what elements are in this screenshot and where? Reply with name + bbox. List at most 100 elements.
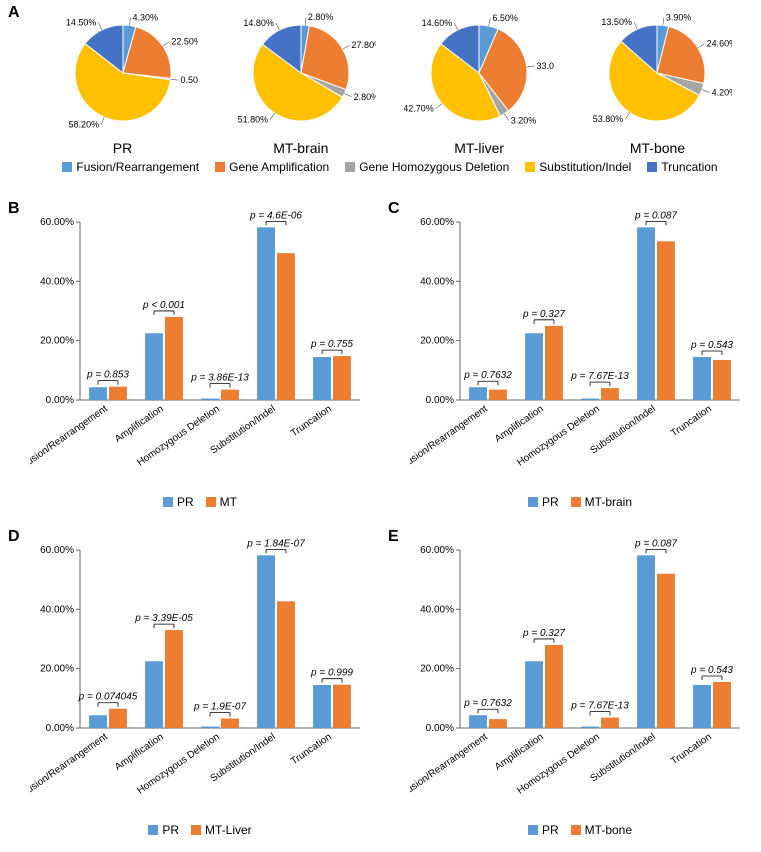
p-value-label: p = 7.67E-13 — [570, 701, 629, 712]
pie-mt-bone: 3.90%24.60%4.20%53.80%13.50%MT-bone — [575, 8, 740, 156]
x-tick-label: Truncation — [669, 731, 714, 767]
pie-pr: 4.30%22.50%0.50%58.20%14.50%PR — [40, 8, 205, 156]
legend-item-truncation: Truncation — [647, 160, 717, 174]
y-tick-label: 0.00% — [426, 723, 454, 734]
y-tick-label: 20.00% — [420, 664, 454, 675]
y-tick-label: 0.00% — [426, 395, 454, 406]
bar-pr — [145, 333, 163, 400]
legend-item: MT — [206, 495, 237, 509]
legend-item-subindel: Substitution/Indel — [525, 160, 631, 174]
bar-mt — [489, 719, 507, 728]
bar-pr — [693, 685, 711, 728]
y-tick-label: 20.00% — [420, 336, 454, 347]
y-tick-label: 60.00% — [420, 217, 454, 228]
y-tick-label: 40.00% — [420, 604, 454, 615]
legend-swatch — [528, 497, 538, 507]
y-tick-label: 20.00% — [40, 664, 74, 675]
legend-swatch — [571, 497, 581, 507]
p-value-label: p = 0.7632 — [463, 370, 512, 381]
bar-pr — [469, 387, 487, 400]
p-value-label: p = 0.327 — [522, 309, 565, 320]
legend-swatch — [528, 825, 538, 835]
pie-slice-label: 2.80% — [308, 12, 334, 22]
x-tick-label: Fusion/Rearrangement — [410, 403, 490, 471]
p-value-label: p = 0.543 — [690, 340, 733, 351]
bar-mt — [165, 317, 183, 400]
panel-c-label: C — [388, 200, 400, 218]
pie-slice-label: 14.50% — [65, 18, 96, 28]
bar-panel-b: 0.00%20.00%40.00%60.00%p = 0.853Fusion/R… — [30, 210, 370, 510]
bar-legend-c: PR MT-brain — [410, 495, 750, 510]
legend-swatch — [345, 162, 355, 172]
bar-mt — [165, 630, 183, 728]
legend-item-fusion: Fusion/Rearrangement — [62, 160, 199, 174]
legend-label: MT-brain — [585, 495, 632, 509]
y-tick-label: 60.00% — [40, 545, 74, 556]
x-tick-label: Truncation — [289, 731, 334, 767]
bar-pr — [257, 555, 275, 728]
pie-slice-label: 14.60% — [422, 18, 453, 28]
legend-item: PR — [163, 495, 194, 509]
p-value-label: p = 0.074045 — [78, 692, 138, 703]
y-tick-label: 40.00% — [420, 276, 454, 287]
p-value-label: p = 0.327 — [522, 628, 565, 639]
bar-mt — [713, 682, 731, 728]
bar-mt — [657, 241, 675, 400]
bar-pr — [581, 399, 599, 400]
bar-pr — [89, 715, 107, 728]
x-tick-label: Amplification — [493, 731, 546, 773]
legend-label: PR — [177, 495, 194, 509]
bar-pr — [145, 661, 163, 728]
bar-pr — [469, 715, 487, 728]
bar-legend-b: PR MT — [30, 495, 370, 510]
bar-pr — [313, 685, 331, 728]
pie-slice-label: 51.80% — [237, 115, 268, 125]
panel-d-label: D — [8, 528, 20, 546]
p-value-label: p = 0.853 — [86, 370, 129, 381]
x-tick-label: Amplification — [493, 403, 546, 445]
pie-title: MT-bone — [575, 140, 740, 156]
legend-swatch — [191, 825, 201, 835]
legend-swatch — [647, 162, 657, 172]
legend-label: Fusion/Rearrangement — [76, 160, 199, 174]
bar-pr — [89, 387, 107, 400]
pie-slice-label: 3.20% — [511, 115, 537, 125]
y-tick-label: 40.00% — [40, 276, 74, 287]
x-tick-label: Fusion/Rearrangement — [410, 731, 490, 799]
p-value-label: p = 0.087 — [634, 210, 677, 221]
p-value-label: p = 7.67E-13 — [570, 371, 629, 382]
p-value-label: p = 0.543 — [690, 665, 733, 676]
legend-swatch — [206, 497, 216, 507]
legend-item-homdel: Gene Homozygous Deletion — [345, 160, 509, 174]
pie-slice-label: 3.90% — [666, 12, 692, 22]
x-tick-label: Fusion/Rearrangement — [30, 731, 110, 799]
legend-label: PR — [542, 823, 559, 837]
y-tick-label: 40.00% — [40, 604, 74, 615]
legend-item-amplification: Gene Amplification — [215, 160, 329, 174]
bar-mt — [545, 326, 563, 400]
legend-label: Truncation — [661, 160, 717, 174]
bar-mt — [333, 356, 351, 400]
p-value-label: p < 0.001 — [142, 300, 185, 311]
bar-pr — [201, 399, 219, 400]
bar-mt — [601, 388, 619, 400]
pie-slice-label: 13.50% — [602, 17, 633, 27]
legend-label: PR — [162, 823, 179, 837]
legend-swatch — [148, 825, 158, 835]
bar-pr — [637, 555, 655, 728]
bar-pr — [693, 357, 711, 400]
bar-mt — [601, 718, 619, 728]
bar-mt — [489, 390, 507, 400]
legend-swatch — [525, 162, 535, 172]
pie-title: MT-brain — [218, 140, 383, 156]
legend-label: PR — [542, 495, 559, 509]
bar-pr — [201, 727, 219, 728]
p-value-label: p = 0.087 — [634, 538, 677, 549]
x-tick-label: Truncation — [669, 403, 714, 439]
x-tick-label: Fusion/Rearrangement — [30, 403, 110, 471]
pie-slice-label: 2.80% — [353, 92, 375, 102]
legend-item: PR — [528, 495, 559, 509]
bar-mt — [109, 387, 127, 400]
legend-item: PR — [528, 823, 559, 837]
legend-item: MT-bone — [571, 823, 632, 837]
